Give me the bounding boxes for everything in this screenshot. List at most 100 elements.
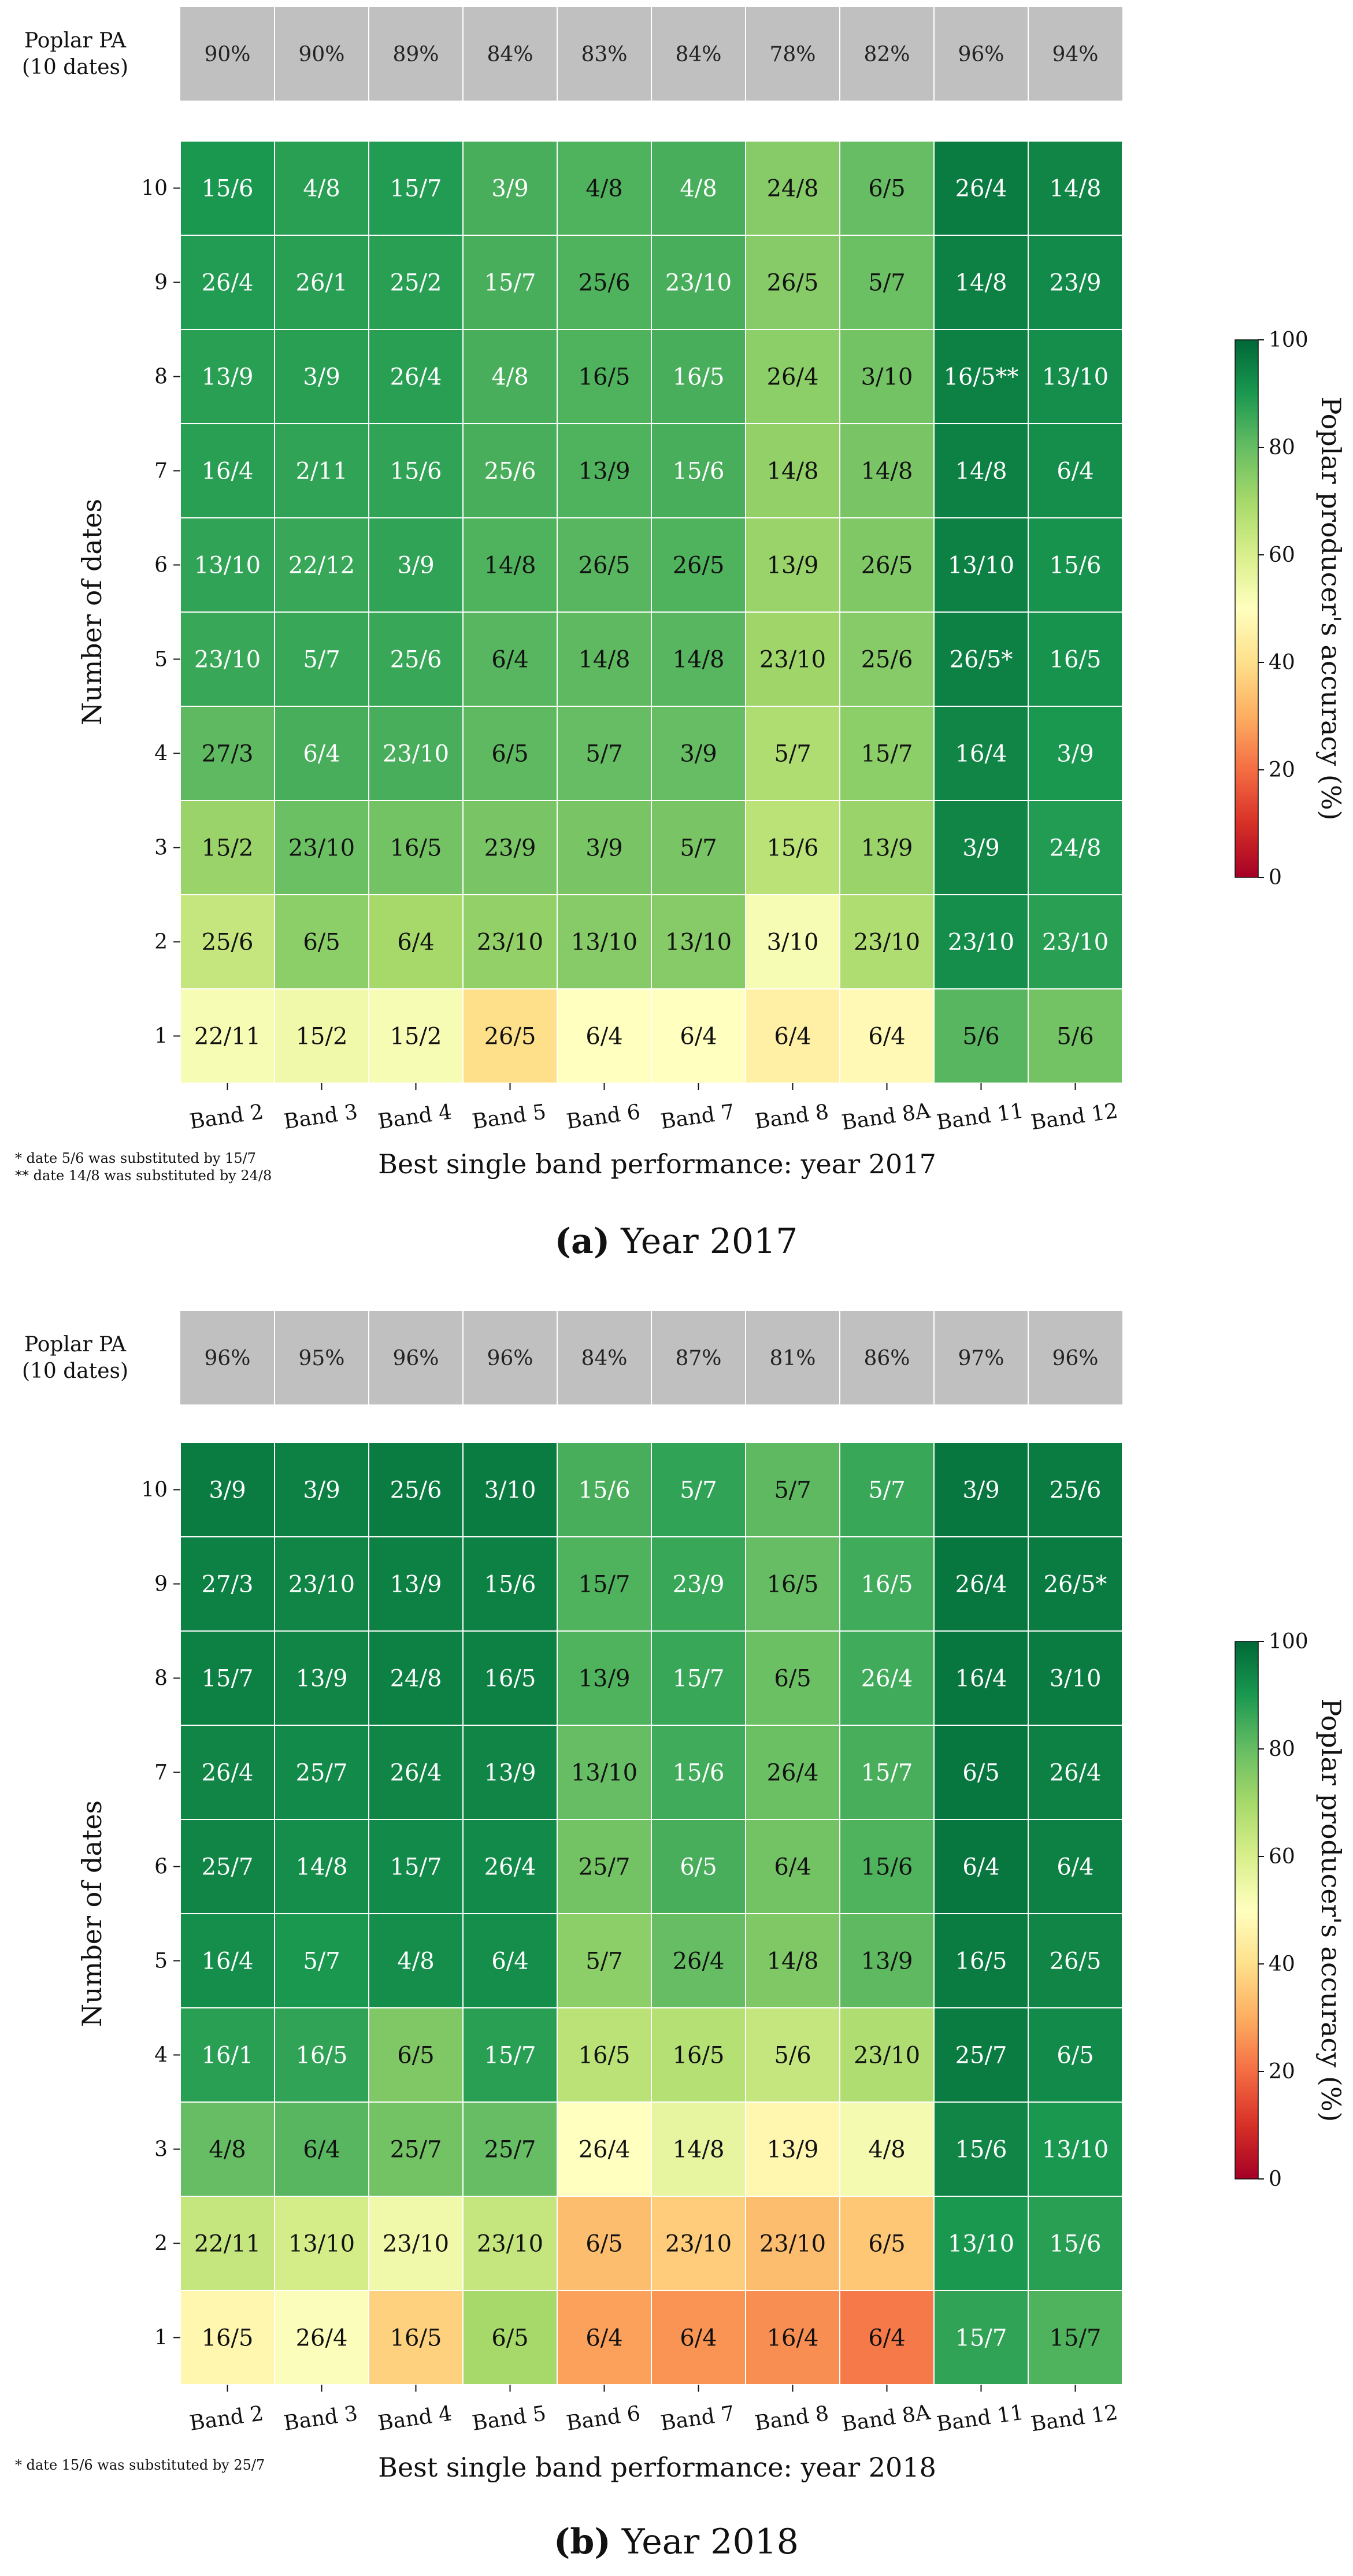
cell-label: 3/9: [209, 1477, 246, 1504]
cell-label: 5/7: [680, 835, 717, 862]
x-tick-label: Band 4: [376, 2401, 453, 2435]
heatmap-cell: [1028, 235, 1123, 330]
cell-label: 6/5: [585, 2231, 622, 2258]
heatmap-cell: [462, 329, 558, 424]
x-tick-label: Band 8A: [840, 1099, 933, 1135]
heatmap-cell: [933, 2196, 1029, 2291]
cell-label: 13/10: [948, 553, 1014, 579]
colorbar: 0 20 40 60 80 100 Poplar producer's accuracy (…: [1235, 1630, 1347, 2191]
cell-label: 25/6: [390, 647, 442, 673]
y-tick-label: 3: [154, 836, 168, 860]
cell-label: 15/7: [1050, 2325, 1102, 2352]
cell-label: 26/4: [955, 176, 1007, 202]
y-tick-label: 8: [154, 365, 168, 389]
heatmap-cell: [557, 1819, 652, 1914]
heatmap-cell: [274, 1913, 369, 2008]
cell-label: 5/6: [774, 2043, 811, 2069]
pa-value: 78%: [769, 43, 815, 66]
pa-label-sub: (10 dates): [22, 1359, 128, 1383]
cell-label: 16/5**: [944, 364, 1019, 391]
pa-value: 84%: [487, 43, 533, 66]
heatmap-cell: [745, 235, 840, 330]
heatmap-cell: [839, 2196, 935, 2291]
cell-label: 26/4: [1050, 1760, 1102, 1786]
colorbar-scale: [1235, 339, 1259, 878]
cell-label: 25/6: [1050, 1477, 1102, 1504]
cell-label: 14/8: [767, 458, 819, 485]
heatmap-cell: [745, 800, 840, 895]
cell-label: 26/5: [484, 1024, 536, 1050]
cell-label: 5/7: [774, 1477, 811, 1504]
y-tick-label: 1: [154, 1025, 168, 1048]
footnote: * date 15/6 was substituted by 25/7: [15, 2457, 265, 2473]
x-tick-label: Band 11: [935, 2401, 1025, 2437]
x-axis-ticks: Band 2 Band 3 Band 4 Band 5 Band 6 Band 7 Band…: [188, 2385, 1120, 2437]
pa-value: 90%: [298, 43, 344, 66]
cell-label: 6/4: [774, 1854, 811, 1881]
colorbar-scale: [1235, 1641, 1259, 2180]
cell-label: 13/9: [861, 1948, 913, 1975]
heatmap-cell: [745, 2101, 840, 2197]
y-tick-label: 2: [154, 931, 168, 954]
x-tick-label: Band 7: [659, 2401, 736, 2435]
cell-label: 23/10: [288, 1571, 355, 1598]
pa-value: 96%: [487, 1347, 533, 1370]
cell-label: 3/10: [484, 1477, 536, 1504]
cell-label: 3/9: [962, 1477, 999, 1504]
cell-label: 23/10: [383, 2231, 449, 2258]
cell-label: 14/8: [955, 458, 1007, 485]
heatmap-cell: [274, 2007, 369, 2103]
panel-caption: (a) Year 2017: [555, 1221, 798, 1262]
heatmap-cell: [462, 800, 558, 895]
cell-label: 3/10: [767, 929, 819, 956]
y-tick-label: 7: [154, 1761, 168, 1785]
pa-value: 87%: [675, 1347, 721, 1370]
cell-label: 15/6: [390, 458, 442, 485]
cell-label: 6/4: [680, 2325, 717, 2352]
cell-label: 23/10: [759, 2231, 826, 2258]
pa-value: 81%: [769, 1347, 815, 1370]
y-tick-label: 6: [154, 554, 168, 577]
heatmap-cell: [839, 423, 935, 518]
heatmap-cell: [368, 800, 464, 895]
x-axis-title: Best single band performance: year 2018: [378, 2452, 936, 2483]
cell-label: 15/2: [296, 1024, 348, 1050]
cell-label: 5/6: [1057, 1024, 1093, 1050]
cell-label: 5/7: [774, 741, 811, 768]
heatmap-cell: [274, 329, 369, 424]
cell-label: 13/10: [571, 929, 637, 956]
heatmap-cell: [745, 1630, 840, 1726]
heatmap-cell: [651, 2007, 746, 2103]
heatmap-cell: [1028, 329, 1123, 424]
heatmap-cell: [274, 2101, 369, 2197]
cell-label: 26/1: [296, 270, 348, 296]
heatmap-cell: [462, 517, 558, 613]
heatmap-cell: [933, 1819, 1029, 1914]
heatmap-cell: [1028, 1442, 1123, 1537]
cell-label: 23/10: [948, 929, 1014, 956]
heatmap-cell: [557, 1630, 652, 1726]
pa-value: 95%: [298, 1347, 344, 1370]
cell-label: 15/7: [861, 741, 913, 768]
heatmap-cell: [368, 140, 464, 236]
cell-label: 14/8: [673, 647, 725, 673]
cell-label: 6/4: [680, 1024, 717, 1050]
heatmap-cell: [933, 1630, 1029, 1726]
cell-label: 26/4: [390, 364, 442, 391]
heatmap-cell: [180, 140, 275, 236]
pa-value: 84%: [581, 1347, 627, 1370]
cell-label: 16/5: [767, 1571, 819, 1598]
cell-label: 6/5: [962, 1760, 999, 1786]
heatmap-cell: [745, 894, 840, 989]
heatmap-cell: [745, 329, 840, 424]
cell-label: 13/9: [296, 1666, 348, 1692]
x-tick-label: Band 4: [376, 1100, 453, 1133]
cell-label: 6/4: [1057, 458, 1093, 485]
heatmap-cell: [368, 988, 464, 1084]
cell-label: 15/6: [955, 2137, 1007, 2163]
heatmap-cell: [651, 423, 746, 518]
colorbar-tick-label: 20: [1269, 2060, 1295, 2084]
cell-label: 4/8: [585, 176, 622, 202]
cell-label: 23/10: [854, 2043, 920, 2069]
heatmap-cell: [1028, 2290, 1123, 2385]
